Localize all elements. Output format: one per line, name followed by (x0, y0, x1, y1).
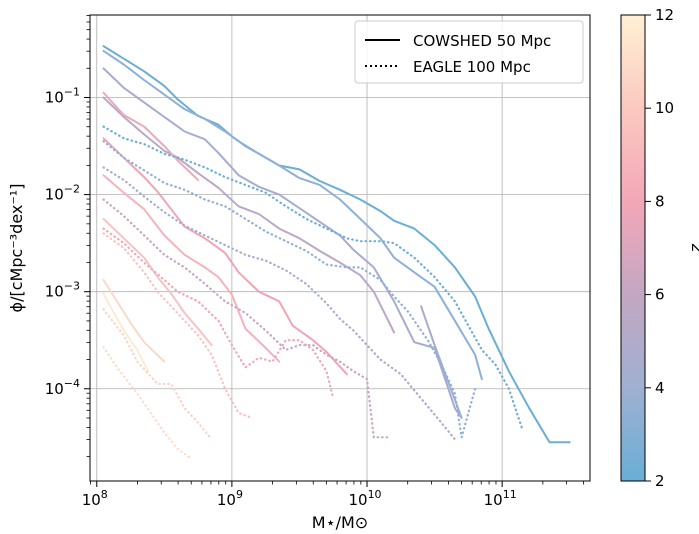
colorbar-tick-label: 2 (655, 472, 665, 490)
series-line-solid-z5 (104, 98, 395, 333)
y-axis-label: ϕ/[cMpc⁻³dex⁻¹] (7, 184, 26, 313)
legend: COWSHED 50 Mpc EAGLE 100 Mpc (355, 21, 583, 83)
legend-label-cowshed: COWSHED 50 Mpc (413, 32, 551, 50)
colorbar-tick-label: 6 (655, 286, 665, 304)
series-line-dotted-z9 (104, 309, 212, 439)
x-axis-label: M⋆/M⊙ (312, 513, 368, 532)
colorbar-tick-label: 12 (655, 6, 674, 24)
x-axis: 108 109 1010 1011 (82, 481, 584, 509)
colorbar: 2 4 6 8 10 12 z (621, 6, 699, 490)
x-tick-label: 1010 (348, 488, 381, 509)
y-tick-label: 10−3 (45, 280, 80, 301)
colorbar-bar (621, 15, 645, 481)
series-line-solid-z11 (104, 294, 149, 372)
y-tick-label: 10−4 (45, 377, 80, 398)
series-line-solid-z7 (104, 175, 280, 361)
y-tick-label: 10−1 (45, 86, 80, 107)
series-line-dotted-z5 (104, 200, 388, 438)
colorbar-ticks: 2 4 6 8 10 12 (645, 6, 674, 490)
plot-frame (90, 15, 590, 481)
series-line-solid-z6 (104, 93, 199, 180)
grid (90, 15, 590, 481)
series-group (104, 46, 570, 459)
series-line-solid-z3 (104, 51, 482, 379)
series-line-solid-z8 (104, 219, 212, 345)
x-tick-label: 1011 (484, 488, 517, 509)
colorbar-label: z (688, 243, 699, 253)
x-tick-label: 108 (82, 488, 108, 509)
x-tick-label: 109 (217, 488, 243, 509)
legend-label-eagle: EAGLE 100 Mpc (413, 58, 531, 76)
series-line-dotted-z3 (104, 141, 476, 437)
series-line-dotted-z2 (104, 127, 523, 430)
colorbar-tick-label: 4 (655, 379, 665, 397)
series-line-solid-z4 (104, 68, 462, 418)
colorbar-tick-label: 8 (655, 192, 665, 210)
y-tick-label: 10−2 (45, 183, 80, 204)
colorbar-tick-label: 10 (655, 99, 674, 117)
series-line-dotted-z10 (104, 347, 192, 459)
series-line-dotted-z6 (104, 229, 334, 399)
y-axis: 10−1 10−2 10−3 10−4 (45, 15, 90, 456)
series-line-solid-z6_5 (104, 138, 347, 374)
